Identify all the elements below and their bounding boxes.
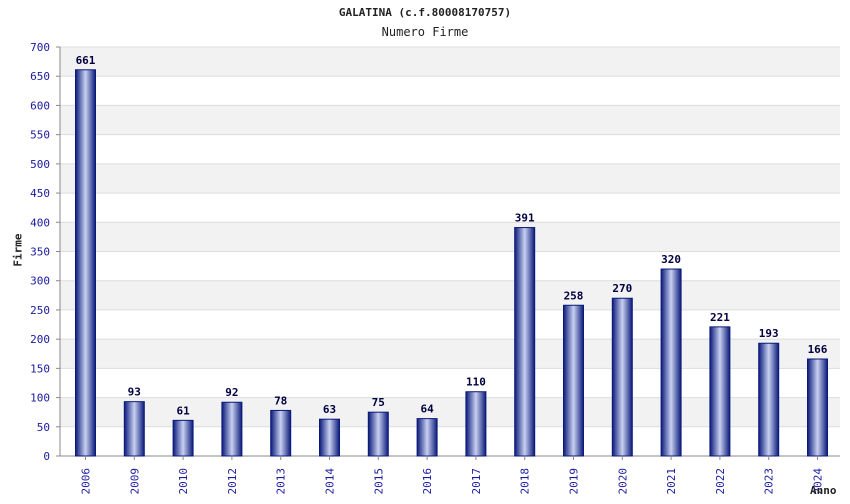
value-label-2019: 258 (564, 289, 584, 302)
x-tick-label-2006: 2006 (80, 468, 93, 495)
grid-band (60, 222, 840, 252)
value-label-2006: 661 (76, 54, 96, 67)
grid-band (60, 47, 840, 77)
bar-2023 (758, 342, 780, 457)
bar-2015 (367, 411, 389, 457)
grid-band (60, 163, 840, 194)
x-tick-label-2021: 2021 (665, 468, 678, 495)
bar-2016 (416, 418, 438, 457)
bar-2018 (514, 227, 536, 457)
value-label-2021: 320 (661, 253, 681, 266)
bar-2014 (319, 418, 340, 457)
y-tick-label: 600 (30, 99, 50, 112)
x-tick-label-2019: 2019 (568, 468, 581, 495)
value-label-2010: 61 (176, 404, 190, 417)
value-label-2012: 92 (225, 386, 238, 399)
chart-subtitle: Numero Firme (381, 25, 469, 39)
value-label-2022: 221 (710, 311, 730, 324)
value-label-2013: 78 (274, 394, 287, 407)
bar-2020 (611, 297, 633, 457)
y-tick-label: 250 (30, 304, 50, 317)
x-tick-label-2020: 2020 (616, 468, 629, 495)
value-label-2023: 193 (759, 327, 779, 340)
x-tick-label-2024: 2024 (812, 468, 825, 495)
x-tick-label-2010: 2010 (177, 468, 190, 495)
y-tick-label: 100 (30, 392, 50, 405)
x-tick-label-2014: 2014 (324, 468, 337, 495)
y-tick-label: 450 (30, 187, 50, 200)
y-tick-label: 0 (43, 450, 50, 463)
value-label-2015: 75 (372, 396, 385, 409)
y-tick-label: 400 (30, 216, 50, 229)
y-axis-label: Firme (11, 233, 25, 267)
value-label-2017: 110 (466, 376, 486, 389)
value-label-2018: 391 (515, 212, 535, 225)
x-tick-label-2012: 2012 (226, 468, 239, 495)
value-label-2024: 166 (808, 343, 828, 356)
chart-title: GALATINA (c.f.80008170757) (338, 6, 512, 19)
bar-2022 (709, 326, 731, 457)
y-tick-label: 200 (30, 333, 50, 346)
x-tick-label-2015: 2015 (372, 468, 385, 495)
y-tick-label: 150 (30, 362, 50, 375)
y-tick-label: 350 (30, 246, 50, 259)
x-tick-label-2013: 2013 (275, 468, 288, 495)
x-tick-label-2018: 2018 (519, 468, 532, 495)
bar-2021 (660, 268, 682, 457)
x-tick-label-2016: 2016 (421, 468, 434, 495)
y-tick-label: 550 (30, 129, 50, 142)
bar-2019 (563, 304, 584, 457)
grid-band (60, 105, 840, 135)
bar-2024 (807, 358, 828, 457)
value-label-2020: 270 (612, 282, 632, 295)
x-axis-label: Anno (810, 484, 837, 497)
value-label-2014: 63 (323, 403, 336, 416)
x-tick-label-2023: 2023 (763, 468, 776, 495)
bar-2006 (75, 69, 96, 457)
y-tick-label: 300 (30, 275, 50, 288)
bar-2012 (221, 401, 243, 457)
y-tick-label: 650 (30, 70, 50, 83)
grid-band (60, 280, 840, 310)
x-tick-label-2022: 2022 (714, 468, 727, 495)
y-tick-label: 700 (30, 41, 50, 54)
bar-2010 (172, 419, 194, 457)
x-tick-label-2009: 2009 (128, 468, 141, 495)
bar-2017 (465, 391, 487, 457)
y-tick-label: 50 (37, 421, 50, 434)
y-tick-label: 500 (30, 158, 50, 171)
bar-2009 (123, 401, 145, 457)
value-label-2016: 64 (420, 403, 434, 416)
value-label-2009: 93 (128, 386, 141, 399)
bar-2013 (270, 409, 292, 457)
x-tick-label-2017: 2017 (470, 468, 483, 495)
